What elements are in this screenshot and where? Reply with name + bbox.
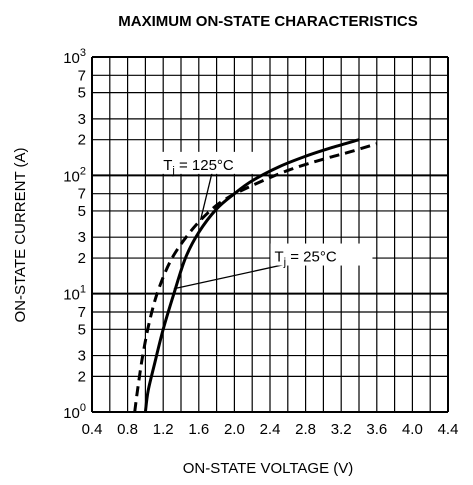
y-tick-label: 100 [63, 402, 86, 422]
x-tick-label: 3.2 [331, 421, 352, 438]
y-tick-label: 101 [63, 284, 86, 304]
x-tick-label: 1.6 [188, 421, 209, 438]
x-tick-label: 0.8 [117, 421, 138, 438]
x-tick-label: 4.0 [402, 421, 423, 438]
annotation-bg [270, 243, 373, 266]
series-lines [133, 138, 378, 413]
x-tick-label: 2.0 [224, 421, 245, 438]
x-tick-label: 2.8 [295, 421, 316, 438]
series-line-125c [133, 142, 378, 413]
x-tick-label: 3.6 [366, 421, 387, 438]
y-tick-label: 5 [78, 321, 86, 338]
x-tick-label: 0.4 [82, 421, 103, 438]
y-tick-label: 103 [63, 47, 86, 67]
y-tick-label: 3 [78, 229, 86, 246]
y-tick-label: 5 [78, 203, 86, 220]
y-tick-label: 2 [78, 250, 86, 267]
chart-title: MAXIMUM ON-STATE CHARACTERISTICS [118, 13, 417, 30]
series-line-25c [143, 138, 360, 413]
y-tick-label: 7 [78, 67, 86, 84]
y-tick-label: 102 [63, 165, 86, 185]
x-axis-title: ON-STATE VOLTAGE (V) [183, 460, 354, 477]
x-tick-label: 2.4 [260, 421, 281, 438]
y-tick-label: 2 [78, 132, 86, 149]
annotation-bg [159, 151, 262, 174]
y-tick-label: 7 [78, 186, 86, 203]
y-tick-label: 5 [78, 85, 86, 102]
y-tick-label: 3 [78, 111, 86, 128]
series-label: Tj = 25°C [274, 249, 336, 269]
y-tick-label: 2 [78, 368, 86, 385]
x-tick-labels: 0.4 0.8 1.2 1.6 2.0 2.4 2.8 3.2 3.6 4.0 4.4 [82, 421, 459, 438]
series-label: Tj = 125°C [163, 157, 234, 177]
y-axis-title: ON-STATE CURRENT (A) [12, 147, 29, 322]
y-tick-label: 3 [78, 348, 86, 365]
annotations: Tj = 125°C Tj = 25°C [159, 151, 373, 290]
grid [91, 56, 449, 413]
x-tick-label: 4.4 [438, 421, 459, 438]
x-tick-label: 1.2 [153, 421, 174, 438]
y-tick-label: 7 [78, 304, 86, 321]
